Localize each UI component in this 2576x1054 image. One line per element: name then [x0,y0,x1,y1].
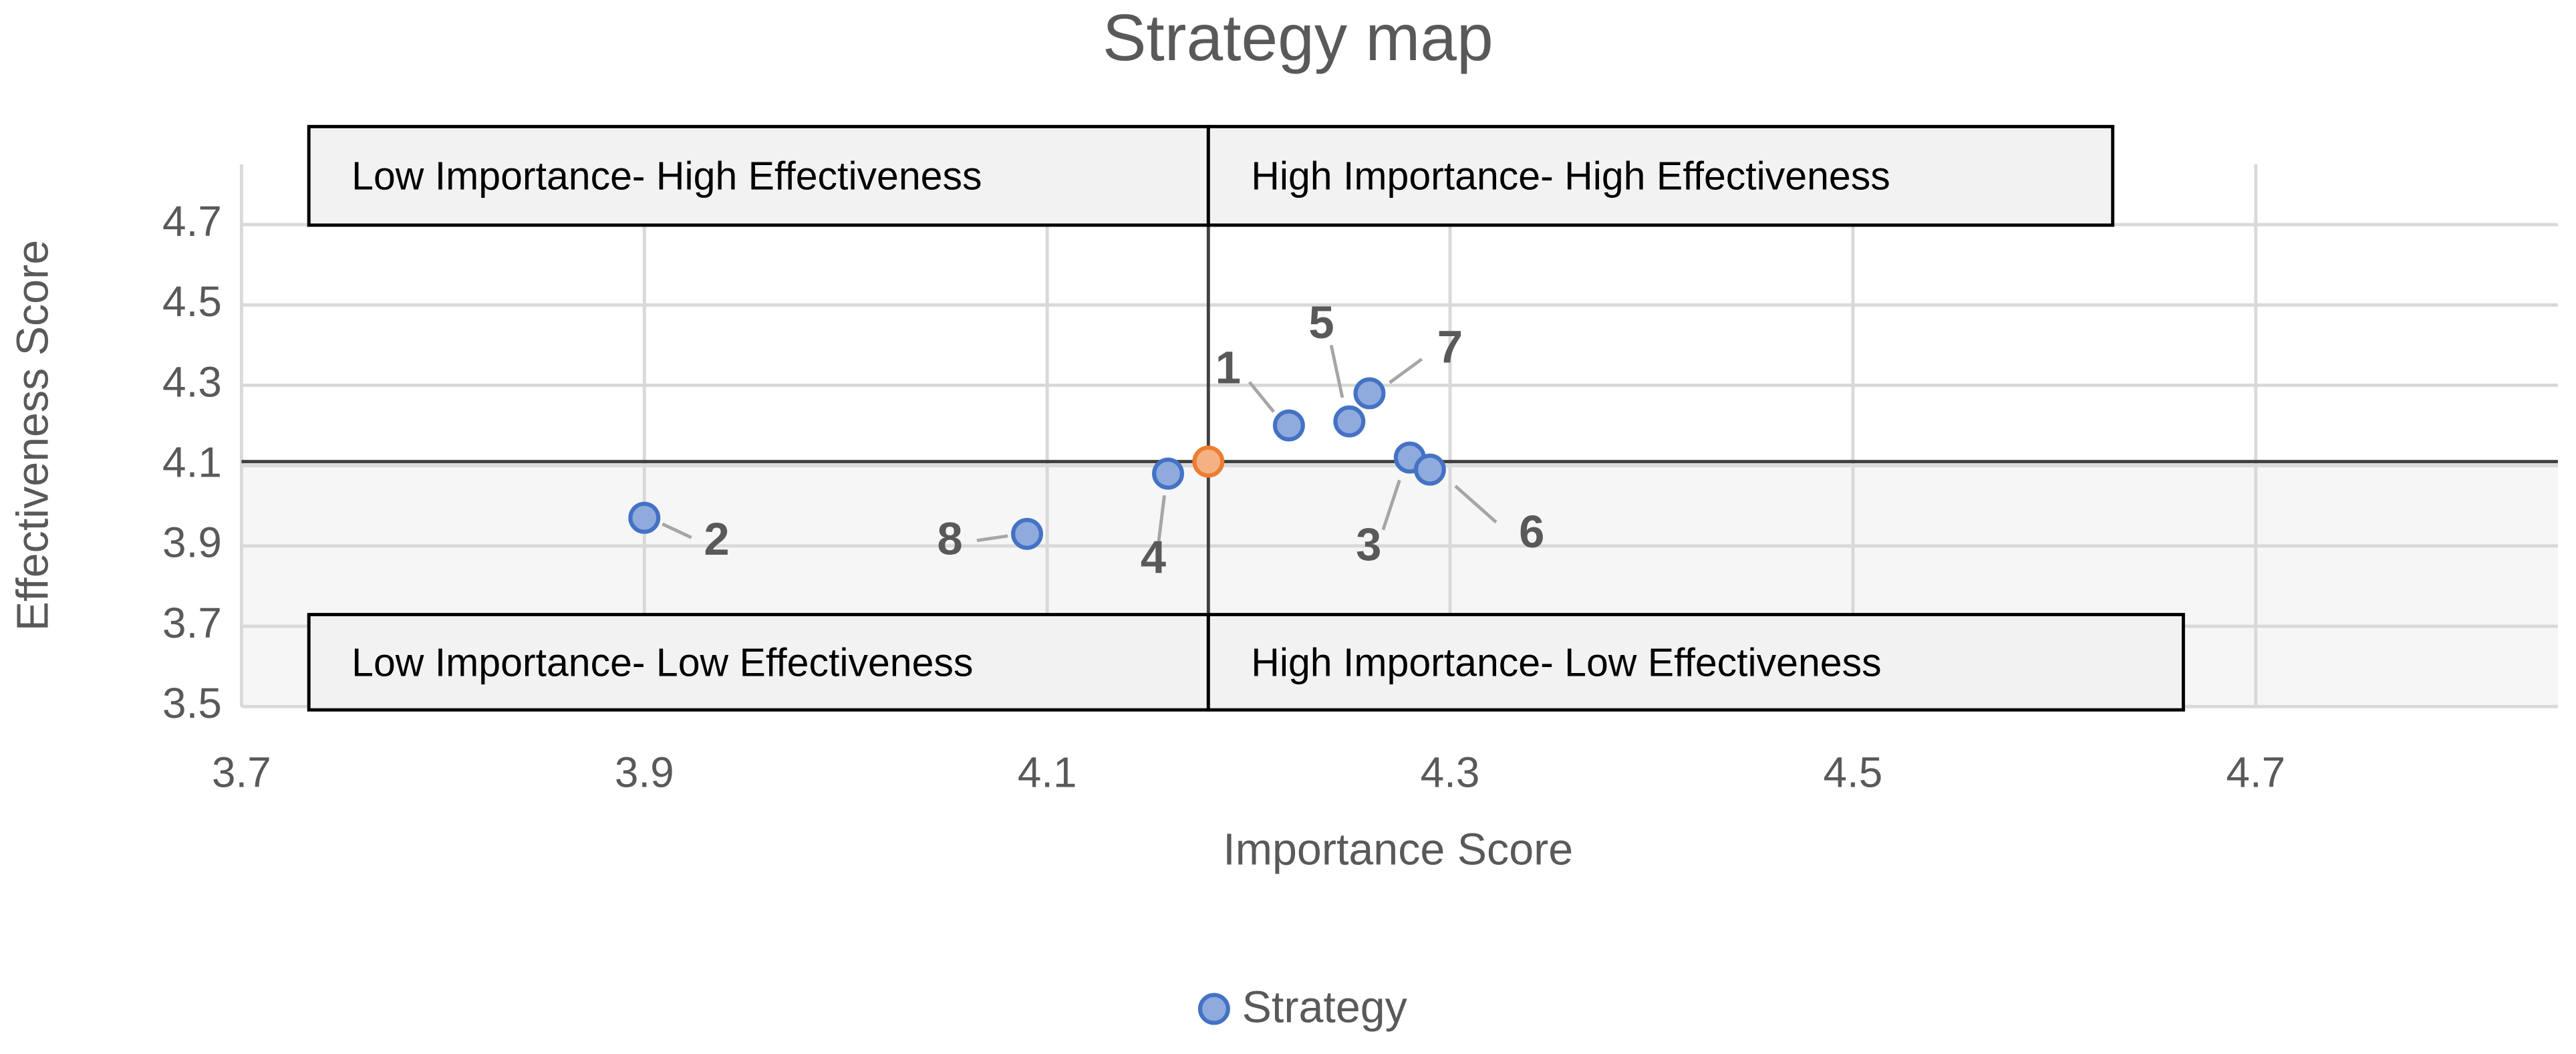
point-label: 4 [1141,531,1166,583]
point [628,501,661,534]
quadrant-label: High Importance- High Effectiveness [1251,154,1890,199]
quadrant-box [1206,124,2115,227]
x-tick-label: 3.7 [212,748,271,796]
leader-line [662,522,692,539]
y-tick-label: 4.5 [162,277,222,325]
y-axis-title: Effectiveness Score [9,240,58,631]
point [1272,409,1305,442]
point-label: 7 [1437,321,1463,373]
x-axis-title: Importance Score [1223,825,1573,875]
leader-line [976,534,1008,543]
leader-line [1454,485,1497,524]
leader-line [1381,479,1401,531]
point-label: 8 [937,513,962,564]
chart-title: Strategy map [1103,1,1493,74]
quadrant-label: High Importance- Low Effectiveness [1251,640,1881,684]
leader-line [1157,495,1166,544]
y-tick-label: 4.3 [162,358,222,406]
y-tick-label: 4.1 [162,438,222,487]
legend-label: Strategy [1242,983,1408,1033]
leader-line [1389,358,1423,384]
point-label: 1 [1215,342,1241,394]
y-tick-label: 3.7 [162,599,222,647]
y-tick-label: 3.9 [162,519,222,567]
leader-line [1248,381,1276,413]
quadrant-label: Low Importance- Low Effectiveness [351,640,973,684]
x-tick-label: 3.9 [615,748,674,796]
point-label: 5 [1308,297,1334,348]
quadrant-label: Low Importance- High Effectiveness [351,154,982,199]
point [1011,517,1043,550]
point [1413,453,1446,486]
x-tick-label: 4.7 [2226,748,2285,796]
point-label: 6 [1519,506,1544,557]
y-tick-label: 3.5 [162,679,222,727]
point [1152,457,1184,490]
x-tick-label: 4.3 [1421,748,1480,796]
reference-point [1192,445,1225,478]
point [1333,405,1366,438]
point-label: 2 [704,513,729,565]
leader-line [1329,344,1344,398]
x-tick-label: 4.5 [1823,748,1882,796]
point-label: 3 [1356,519,1381,570]
x-tick-label: 4.1 [1018,748,1077,796]
legend-marker [1197,993,1230,1025]
y-tick-label: 4.7 [162,197,222,245]
quadrant-box [1206,613,2185,712]
point [1353,377,1386,410]
